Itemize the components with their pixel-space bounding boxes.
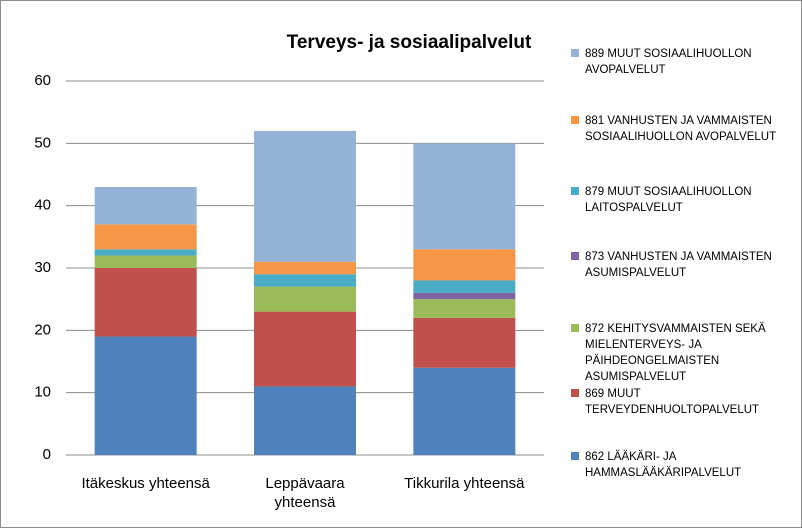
legend-entry: 862 LÄÄKÄRI- JA HAMMASLÄÄKÄRIPALVELUT bbox=[571, 449, 796, 481]
legend-swatch bbox=[571, 49, 579, 57]
y-tick-label: 60 bbox=[34, 72, 51, 89]
legend-entry: 889 MUUT SOSIAALIHUOLLON AVOPALVELUT bbox=[571, 46, 796, 78]
bar-segment bbox=[254, 386, 356, 455]
x-tick-label: Itäkeskus yhteensä bbox=[81, 475, 210, 492]
legend-swatch bbox=[571, 324, 579, 332]
bar-segment bbox=[94, 336, 197, 455]
legend-label: 869 MUUT TERVEYDENHUOLTOPALVELUT bbox=[585, 388, 760, 416]
y-tick-label: 0 bbox=[43, 446, 51, 463]
bar-segment bbox=[413, 280, 516, 293]
bar-segment bbox=[254, 311, 356, 387]
legend-swatch bbox=[571, 116, 579, 124]
chart-title: Terveys- ja sosiaalipalvelut bbox=[287, 32, 532, 53]
legend-swatch bbox=[571, 252, 579, 260]
x-tick-label: Tikkurila yhteensä bbox=[404, 475, 525, 492]
bar-segment bbox=[254, 130, 356, 262]
bar-segment bbox=[413, 292, 516, 300]
y-tick-label: 40 bbox=[34, 197, 51, 214]
legend-entry: 873 VANHUSTEN JA VAMMAISTEN ASUMISPALVEL… bbox=[571, 249, 796, 281]
y-tick-label: 10 bbox=[34, 384, 51, 401]
bar-segment bbox=[413, 249, 516, 281]
legend-label: 873 VANHUSTEN JA VAMMAISTEN ASUMISPALVEL… bbox=[585, 251, 772, 279]
y-tick-label: 50 bbox=[34, 134, 51, 151]
y-tick-label: 20 bbox=[34, 321, 51, 338]
legend-entry: 879 MUUT SOSIAALIHUOLLON LAITOSPALVELUT bbox=[571, 184, 796, 216]
legend-entry: 881 VANHUSTEN JA VAMMAISTEN SOSIAALIHUOL… bbox=[571, 113, 796, 145]
legend-swatch bbox=[571, 187, 579, 195]
y-tick-label: 30 bbox=[34, 259, 51, 276]
bar-segment bbox=[94, 186, 197, 225]
bar-segment bbox=[413, 367, 516, 455]
x-tick-label: Leppävaara yhteensä bbox=[265, 475, 345, 511]
bar-segment bbox=[413, 299, 516, 318]
bar-segment bbox=[254, 261, 356, 275]
bar-segment bbox=[413, 143, 516, 250]
legend-label: 881 VANHUSTEN JA VAMMAISTEN SOSIAALIHUOL… bbox=[585, 115, 777, 143]
bar-segment bbox=[254, 286, 356, 312]
legend-entry: 872 KEHITYSVAMMAISTEN SEKÄ MIELENTERVEYS… bbox=[571, 321, 796, 385]
legend-label: 862 LÄÄKÄRI- JA HAMMASLÄÄKÄRIPALVELUT bbox=[585, 451, 742, 479]
legend-label: 889 MUUT SOSIAALIHUOLLON AVOPALVELUT bbox=[585, 48, 752, 76]
bar-segment bbox=[94, 268, 197, 337]
legend-swatch bbox=[571, 452, 579, 460]
bar-segment bbox=[254, 274, 356, 287]
legend-label: 872 KEHITYSVAMMAISTEN SEKÄ MIELENTERVEYS… bbox=[585, 323, 766, 383]
legend-entry: 869 MUUT TERVEYDENHUOLTOPALVELUT bbox=[571, 386, 796, 418]
bar-segment bbox=[413, 317, 516, 368]
bar-segment bbox=[94, 255, 197, 268]
legend-label: 879 MUUT SOSIAALIHUOLLON LAITOSPALVELUT bbox=[585, 186, 752, 214]
bar-segment bbox=[94, 224, 197, 250]
bar-segment bbox=[94, 249, 197, 256]
legend-swatch bbox=[571, 389, 579, 397]
